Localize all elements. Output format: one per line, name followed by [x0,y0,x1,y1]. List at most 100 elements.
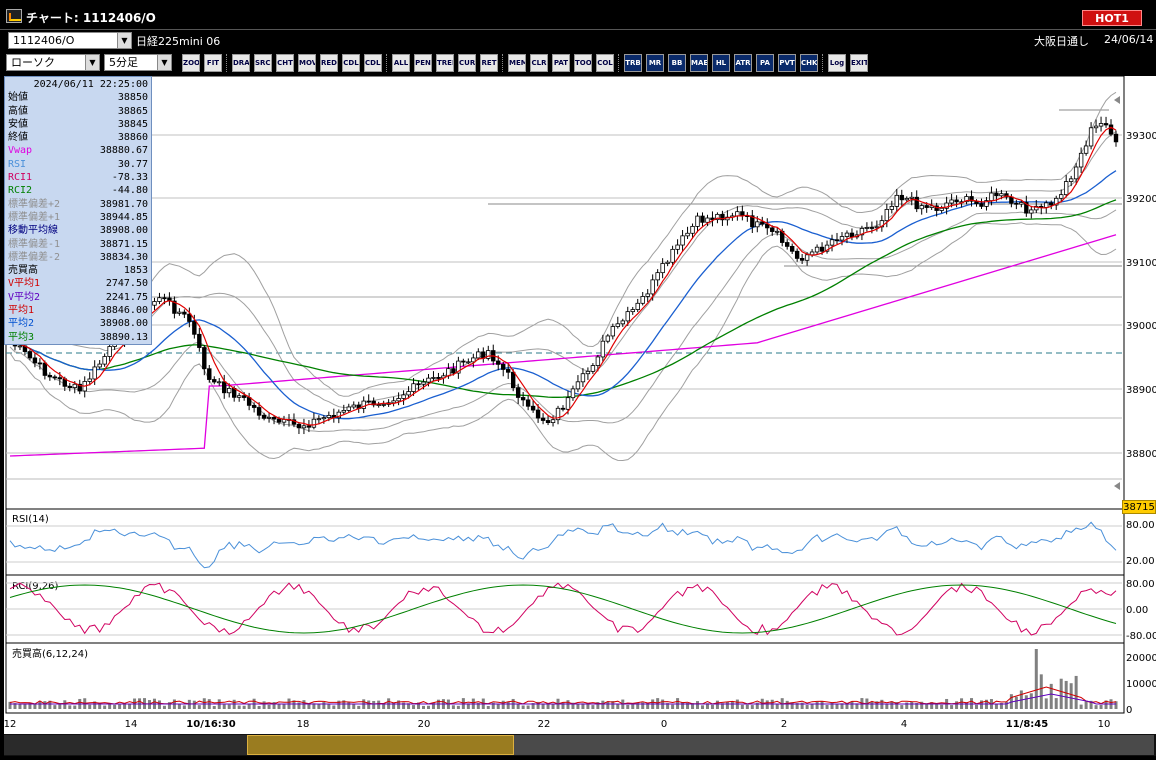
toolbar-button-log[interactable]: Log [828,54,846,72]
volume-bar [750,705,754,709]
toolbar-button-tool[interactable]: TOOL [574,54,592,72]
volume-bar [601,700,605,709]
chevron-down-icon[interactable]: ▼ [157,55,171,70]
chart-canvas[interactable]: 39300 39200 39100 39000 38900 38800 RSI(14) 80.… [4,76,1156,756]
symbol-code-combo[interactable]: 1112406/O ▼ [8,32,132,49]
candle-body [47,375,53,378]
toolbar-button-red[interactable]: RED [320,54,338,72]
toolbar-button-cdl[interactable]: CDL [342,54,360,72]
volume-bar [830,702,834,709]
toolbar-button-mov[interactable]: MOV [298,54,316,72]
toolbar-button-ret[interactable]: RET [480,54,498,72]
interval-value: 5分足 [109,56,138,69]
toolbar-button-cur[interactable]: CUR [458,54,476,72]
hot-button[interactable]: HOT1 [1082,10,1142,26]
volume-bar [118,704,122,709]
volume-bar [73,705,77,709]
rsi-axis-label: 20.00 [1126,556,1155,567]
candle-body [755,221,760,228]
bb-upper2 [9,91,1117,397]
volume-bar [53,705,57,709]
toolbar-button-mae[interactable]: MAE [690,54,708,72]
candle-body [296,423,302,429]
candle-body [172,300,177,314]
chevron-down-icon[interactable]: ▼ [85,55,99,70]
candle-body [889,205,895,210]
toolbar-button-zoom[interactable]: ZOOM [182,54,200,72]
candle-body [486,350,491,359]
candle-body [944,202,949,209]
info-value: 2241.75 [105,291,148,303]
volume-bar [606,701,610,709]
toolbar-button-srch[interactable]: SRCH [254,54,272,72]
candle-body [77,383,82,392]
volume-bar [157,700,161,709]
candle-body [505,369,511,373]
toolbar-button-hl[interactable]: HL [712,54,730,72]
candle-body [859,228,865,236]
toolbar-button-exit[interactable]: EXIT [850,54,868,72]
info-row: 標準偏差+1 38944.85 [8,211,148,224]
price-axis-label: 39200 [1126,194,1156,205]
toolbar-button-pen[interactable]: PEN [414,54,432,72]
toolbar-button-cht[interactable]: CHT [276,54,294,72]
info-label: RSI [8,158,27,170]
toolbar-button-memo[interactable]: MEMO [508,54,526,72]
volume-bar [855,703,859,709]
chart-area[interactable]: 39300 39200 39100 39000 38900 38800 RSI(14) 80.… [4,76,1156,756]
volume-bar [979,700,983,709]
candle-body [625,311,630,322]
ma-long-line [9,199,1117,398]
volume-bar [292,700,296,709]
volume-bar [282,704,286,709]
toolbar-grip[interactable] [822,54,825,72]
info-row: V平均2 2241.75 [8,291,148,304]
toolbar-grip[interactable] [618,54,621,72]
volume-bar [347,702,351,709]
candle-body [391,400,396,404]
toolbar-button-mr[interactable]: MR [646,54,664,72]
toolbar-button-fit[interactable]: FIT [204,54,222,72]
toolbar-button-draw[interactable]: DRAW [232,54,250,72]
toolbar-button-pa[interactable]: PA [756,54,774,72]
toolbar-button-chk[interactable]: CHK [800,54,818,72]
time-axis-label: 18 [297,719,310,730]
toolbar-button-col[interactable]: COL [596,54,614,72]
toolbar-button-atr[interactable]: ATR [734,54,752,72]
info-row: 平均1 38846.00 [8,304,148,317]
toolbar-grip[interactable] [226,54,229,72]
interval-select[interactable]: 5分足 ▼ [104,54,172,71]
chevron-down-icon[interactable]: ▼ [117,33,131,48]
time-scrollbar[interactable] [4,734,1156,756]
candle-body [401,394,406,399]
candle-body [884,209,890,222]
candle-body [814,246,820,253]
volume-bar [88,704,92,709]
toolbar-button-all[interactable]: ALL [392,54,410,72]
volume-bar [33,703,37,709]
toolbar-button-trend[interactable]: TREND [436,54,454,72]
rsi-line [9,521,1117,569]
toolbar-button-pvt[interactable]: PVT [778,54,796,72]
toolbar-button-clr[interactable]: CLR [530,54,548,72]
toolbar-button-trb[interactable]: TRB [624,54,642,72]
toolbar-grip[interactable] [386,54,389,72]
candle-body [1083,145,1089,154]
chart-type-select[interactable]: ローソク ▼ [6,54,100,71]
volume-bar [422,705,426,709]
scrollbar-track-right[interactable] [514,735,1154,755]
toolbar-button-pat[interactable]: PAT [552,54,570,72]
price-axis-label: 38800 [1126,449,1156,460]
toolbar-button-bb[interactable]: BB [668,54,686,72]
candle-body [660,263,665,274]
toolbar-grip[interactable] [502,54,505,72]
volume-bar [576,704,580,709]
candle-body [107,346,112,357]
candle-body [765,223,770,229]
scrollbar-thumb[interactable] [247,735,514,755]
volume-bar [616,704,620,709]
candle-body [645,293,650,297]
volume-bar [212,705,216,709]
toolbar-button-cdl2[interactable]: CDL2 [364,54,382,72]
scrollbar-track-left[interactable] [4,735,247,755]
